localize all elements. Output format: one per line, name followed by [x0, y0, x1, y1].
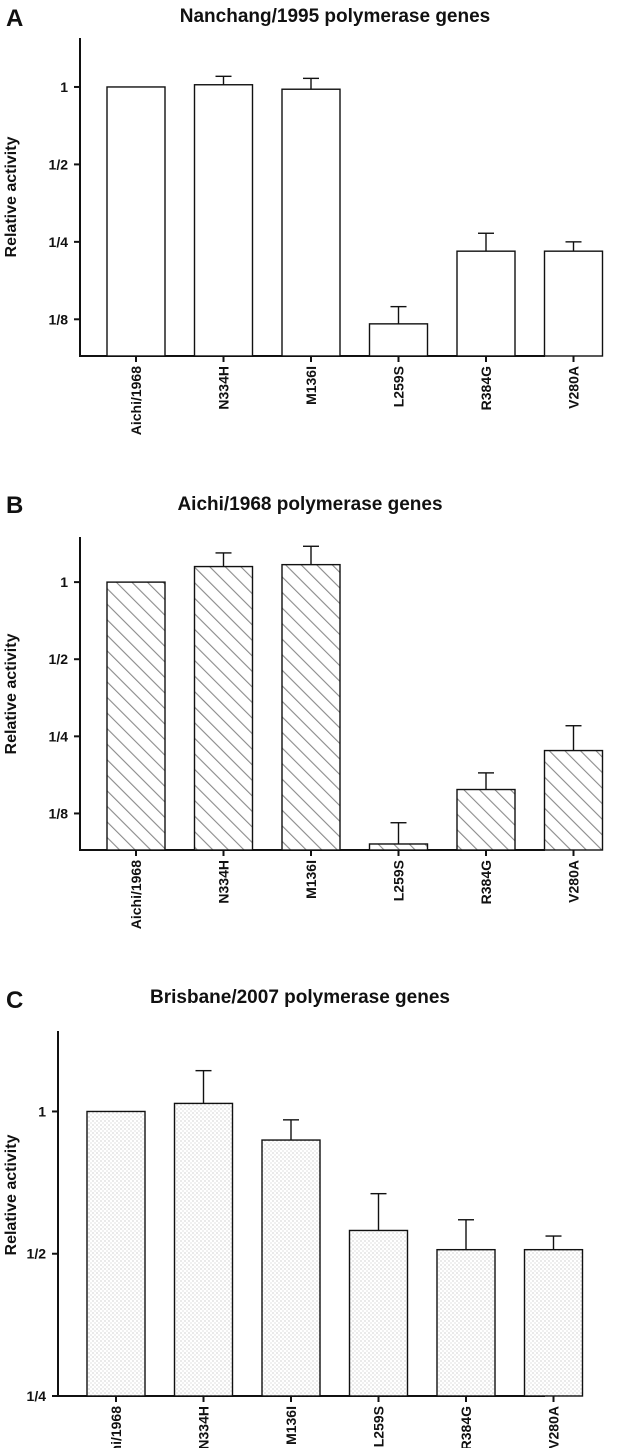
bar-r384g	[436, 1248, 496, 1397]
panel-b-letter: B	[6, 492, 23, 519]
y-tick-label: 1/2	[27, 1246, 47, 1262]
panel-c-title: Brisbane/2007 polymerase genes	[150, 987, 450, 1008]
panel-a-letter: A	[6, 5, 23, 32]
y-tick-label: 1	[38, 1103, 46, 1119]
x-tick-label: Aichi/1968	[128, 860, 144, 929]
y-tick-label: 1/8	[49, 805, 69, 821]
bar-n334h	[173, 1102, 234, 1397]
panel-b: B Aichi/1968 polymerase genes Relative a…	[3, 492, 604, 929]
x-tick-label: R384G	[478, 366, 494, 410]
bar-l259s	[368, 843, 429, 851]
bar-m136i	[261, 1139, 321, 1397]
bar-v280a	[543, 250, 604, 357]
x-tick-label: M136I	[303, 860, 319, 899]
y-tick-label: 1	[60, 79, 68, 95]
panel-c-letter: C	[6, 987, 23, 1014]
x-tick-label: V280A	[566, 366, 582, 409]
y-tick-label: 1/4	[49, 234, 69, 250]
x-tick-label: V280A	[566, 860, 582, 903]
bar-r384g	[456, 788, 516, 851]
x-tick-label: R384G	[458, 1406, 474, 1448]
bar-aichi-1968	[86, 1110, 146, 1397]
bar-l259s	[368, 323, 429, 357]
panel-c: C Brisbane/2007 polymerase genes Relativ…	[3, 987, 584, 1448]
bar-v280a	[523, 1248, 584, 1397]
panel-b-ylabel: Relative activity	[3, 633, 20, 754]
x-tick-label: Aichi/1968	[108, 1406, 124, 1448]
x-tick-label: M136I	[303, 366, 319, 405]
panel-b-title: Aichi/1968 polymerase genes	[177, 494, 442, 515]
panel-c-ylabel: Relative activity	[3, 1134, 20, 1255]
y-tick-label: 1/4	[27, 1388, 47, 1404]
panel-c-plot: 1 1/2 1/4 Aichi/1968 N334H M136I L259S R384G V28…	[27, 1031, 584, 1448]
y-tick-label: 1/4	[49, 728, 69, 744]
x-tick-label: M136I	[283, 1406, 299, 1445]
x-tick-label: N334H	[196, 1406, 212, 1448]
panel-a-plot: 1 1/2 1/4 1/8 Aichi/1968 N334H M136I L259S R384G…	[49, 38, 604, 435]
panel-a-ylabel: Relative activity	[3, 136, 20, 257]
bar-n334h	[193, 565, 254, 851]
bar-m136i	[281, 563, 341, 851]
panel-a-title: Nanchang/1995 polymerase genes	[180, 6, 490, 27]
bar-r384g	[456, 250, 516, 357]
x-tick-label: Aichi/1968	[128, 366, 144, 435]
bar-v280a	[543, 749, 604, 851]
x-tick-label: L259S	[391, 860, 407, 901]
y-tick-label: 1/2	[49, 651, 69, 667]
panel-a: A Nanchang/1995 polymerase genes Relativ…	[3, 5, 604, 435]
bar-m136i	[281, 88, 341, 357]
bar-aichi-1968	[106, 581, 166, 851]
x-tick-label: N334H	[216, 860, 232, 904]
panel-b-plot: 1 1/2 1/4 1/8 Aichi/1968 N334H M136I L259S R384G…	[49, 537, 604, 929]
y-tick-label: 1	[60, 574, 68, 590]
y-tick-label: 1/2	[49, 156, 69, 172]
y-tick-label: 1/8	[49, 311, 69, 327]
x-tick-label: V280A	[546, 1406, 562, 1448]
bar-n334h	[193, 84, 254, 357]
x-tick-label: R384G	[478, 860, 494, 904]
bar-aichi-1968	[106, 86, 166, 357]
x-tick-label: N334H	[216, 366, 232, 410]
x-tick-label: L259S	[391, 366, 407, 407]
bar-l259s	[348, 1229, 409, 1397]
x-tick-label: L259S	[371, 1406, 387, 1447]
